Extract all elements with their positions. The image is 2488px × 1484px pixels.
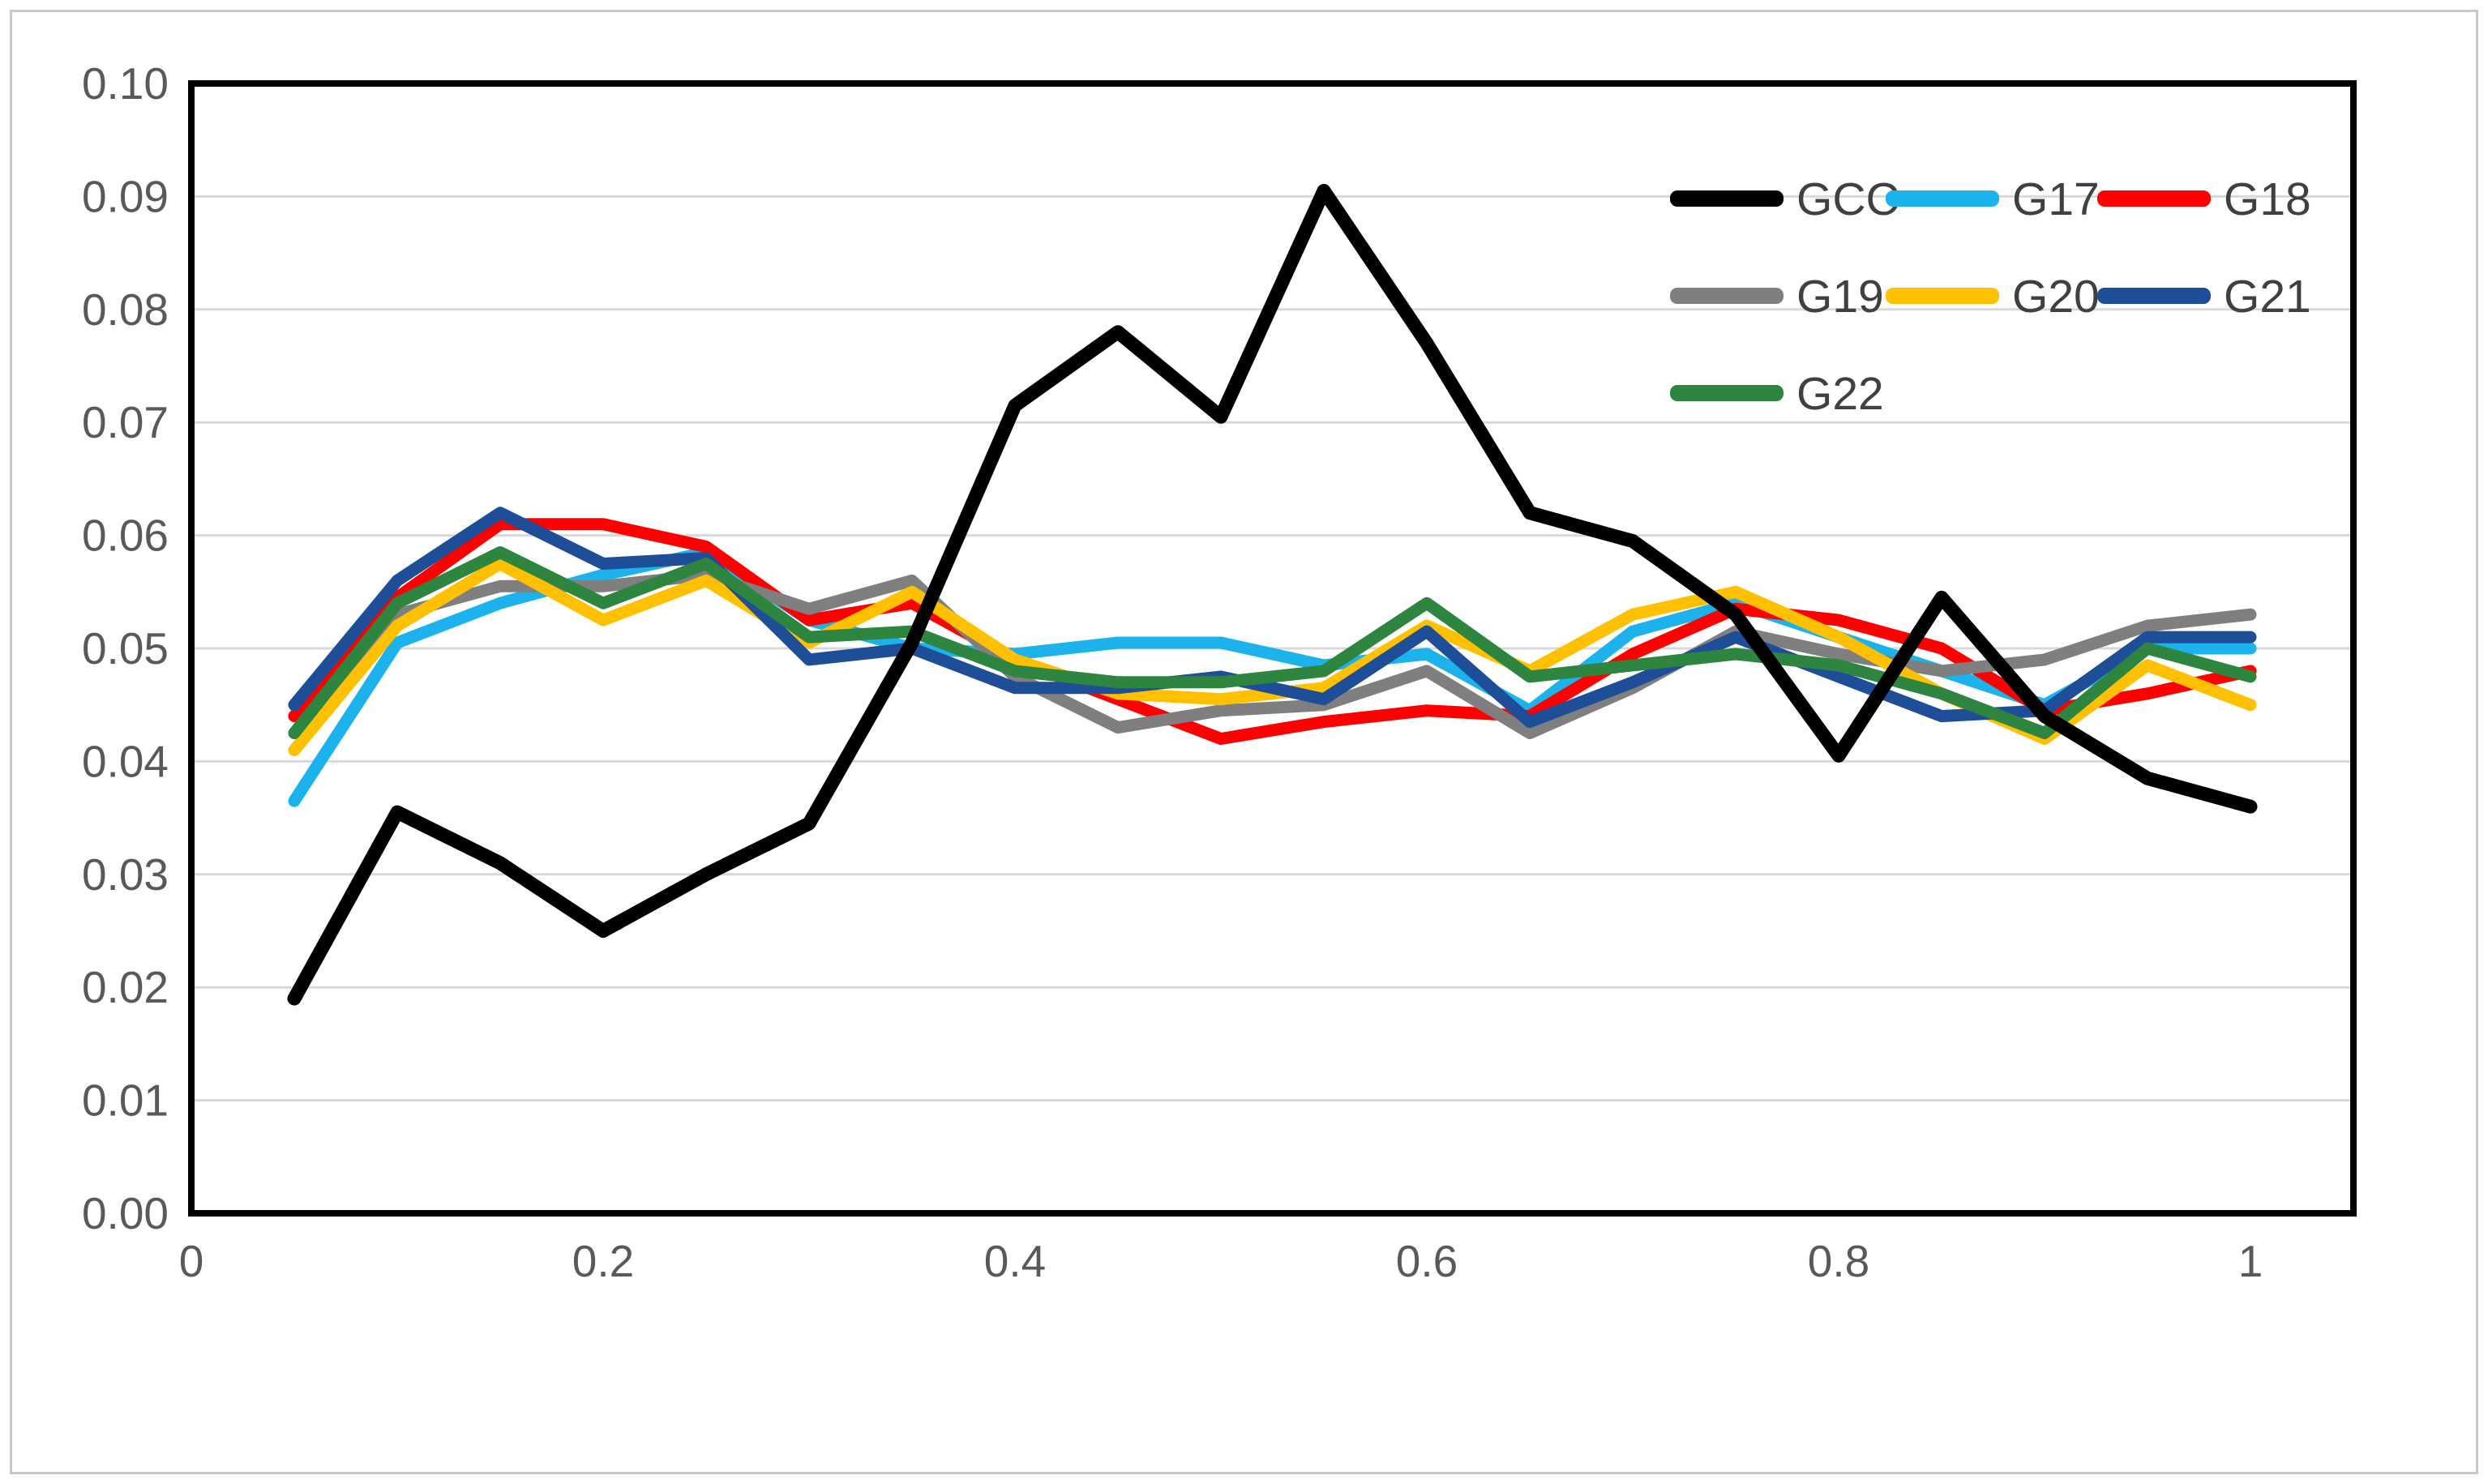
y-tick-label-0.02: 0.02 [82, 962, 169, 1012]
legend-swatch-G22 [1670, 385, 1784, 401]
plot-border [188, 80, 2357, 1217]
legend-swatch-G21 [2097, 288, 2211, 304]
x-tick-label-0.2: 0.2 [572, 1236, 634, 1286]
y-tick-label-0.03: 0.03 [82, 849, 169, 900]
legend-swatch-GCC [1670, 190, 1784, 207]
y-axis-tick-labels: 0.00 0.01 0.02 0.03 0.04 0.05 0.06 0.07 0.08 0.09… [82, 58, 169, 1238]
legend-label-G20: G20 [2012, 271, 2100, 323]
series-line-G18 [288, 518, 2257, 745]
legend-swatch-G17 [1886, 190, 1999, 207]
legend-label-GCC: GCC [1796, 173, 1899, 225]
legend-label-G18: G18 [2224, 173, 2311, 225]
series-line-G21 [288, 507, 2257, 729]
figure-frame [10, 10, 2478, 1474]
legend-label-G19: G19 [1796, 271, 1884, 323]
series-line-G19 [288, 568, 2257, 739]
y-tick-label-0.07: 0.07 [82, 397, 169, 447]
legend-swatch-G20 [1886, 288, 1999, 304]
y-tick-label-0.08: 0.08 [82, 284, 169, 335]
series-line-GCC [287, 183, 2258, 1006]
y-tick-label-0.04: 0.04 [82, 736, 169, 786]
legend-label-G17: G17 [2012, 173, 2100, 225]
x-axis-tick-labels: 0 0.2 0.4 0.6 0.8 1 [179, 1236, 2263, 1286]
y-tick-label-0.05: 0.05 [82, 623, 169, 674]
x-tick-label-0.4: 0.4 [984, 1236, 1046, 1286]
x-tick-label-0.6: 0.6 [1396, 1236, 1458, 1286]
legend-swatch-G18 [2097, 190, 2211, 207]
legend: GCC G17 G18 G19 G20 G21 G22 [1670, 173, 2311, 420]
legend-label-G21: G21 [2224, 271, 2311, 323]
y-tick-label-0.06: 0.06 [82, 511, 169, 561]
x-tick-label-0.8: 0.8 [1808, 1236, 1869, 1286]
legend-swatch-G19 [1670, 288, 1784, 304]
legend-label-G22: G22 [1796, 368, 1884, 420]
y-tick-label-0.00: 0.00 [82, 1188, 169, 1238]
x-tick-label-1: 1 [2238, 1236, 2263, 1286]
series-line-G22 [288, 546, 2257, 739]
y-tick-label-0.01: 0.01 [82, 1076, 169, 1126]
series-lines [287, 183, 2258, 1006]
y-tick-label-0.09: 0.09 [82, 171, 169, 221]
y-tick-label-0.10: 0.10 [82, 58, 169, 109]
x-tick-label-0: 0 [179, 1236, 204, 1286]
plot-border-rect [188, 80, 2357, 1217]
